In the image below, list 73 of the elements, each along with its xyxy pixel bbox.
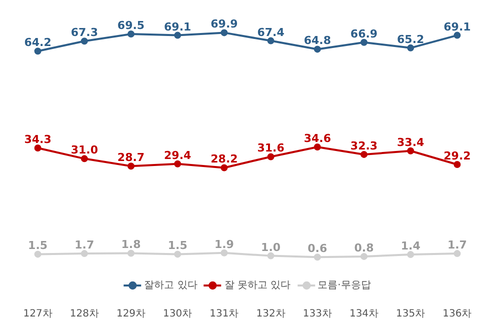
data-label: 0.8 bbox=[354, 241, 374, 254]
data-label: 31.0 bbox=[70, 144, 98, 157]
data-label: 67.4 bbox=[257, 26, 285, 39]
data-label: 1.5 bbox=[28, 239, 48, 252]
x-tick-label: 130차 bbox=[163, 308, 192, 320]
point bbox=[267, 153, 274, 160]
legend-label: 모름·무응답 bbox=[318, 279, 371, 292]
data-label: 64.2 bbox=[24, 36, 52, 50]
point bbox=[34, 48, 42, 55]
data-label: 34.6 bbox=[304, 132, 332, 146]
data-label: 67.3 bbox=[70, 26, 98, 40]
point bbox=[314, 144, 321, 150]
point bbox=[454, 161, 461, 168]
data-label: 69.5 bbox=[117, 18, 145, 32]
point bbox=[220, 164, 228, 172]
x-tick-label: 131차 bbox=[210, 308, 239, 320]
data-label: 64.8 bbox=[304, 34, 331, 48]
data-label: 1.4 bbox=[400, 240, 421, 253]
data-label: 69.1 bbox=[164, 20, 192, 34]
point bbox=[314, 46, 321, 53]
data-label: 29.2 bbox=[444, 149, 471, 162]
data-label: 69.9 bbox=[210, 18, 238, 31]
data-label: 1.9 bbox=[214, 238, 234, 251]
data-label: 65.2 bbox=[397, 32, 424, 46]
x-tick-label: 129차 bbox=[116, 308, 146, 320]
point bbox=[360, 252, 368, 260]
point bbox=[454, 250, 461, 258]
legend-label: 잘 못하고 있다 bbox=[224, 279, 291, 292]
point bbox=[80, 250, 88, 258]
point bbox=[407, 44, 414, 52]
point bbox=[80, 155, 88, 162]
data-label: 1.7 bbox=[74, 238, 94, 252]
data-label: 1.7 bbox=[447, 238, 467, 252]
point bbox=[128, 162, 134, 170]
data-label: 34.3 bbox=[24, 132, 52, 146]
point bbox=[174, 32, 182, 39]
point bbox=[267, 37, 274, 44]
x-tick-label: 136차 bbox=[442, 308, 472, 320]
point bbox=[220, 29, 228, 36]
x-tick-label: 134차 bbox=[349, 308, 379, 320]
point bbox=[128, 30, 134, 38]
point bbox=[34, 250, 42, 258]
data-label: 31.6 bbox=[257, 142, 285, 155]
x-tick-label: 133차 bbox=[302, 308, 332, 320]
point bbox=[454, 32, 461, 39]
point bbox=[220, 249, 228, 256]
data-label: 1.5 bbox=[168, 239, 188, 252]
data-label: 69.1 bbox=[444, 20, 471, 34]
x-tick-label: 135차 bbox=[396, 308, 426, 320]
data-label: 1.8 bbox=[121, 238, 141, 252]
data-label: 33.4 bbox=[397, 136, 425, 149]
point bbox=[407, 147, 414, 154]
point bbox=[174, 160, 182, 168]
point bbox=[360, 150, 368, 158]
x-tick-label: 132차 bbox=[256, 308, 286, 320]
x-tick-label: 127차 bbox=[23, 308, 52, 320]
point bbox=[267, 252, 274, 260]
data-label: 32.3 bbox=[350, 139, 378, 152]
data-label: 1.0 bbox=[261, 240, 281, 254]
data-label: 66.9 bbox=[350, 27, 378, 40]
data-label: 29.4 bbox=[164, 148, 192, 162]
point bbox=[314, 254, 321, 261]
point bbox=[80, 38, 88, 45]
point bbox=[128, 250, 134, 257]
point bbox=[407, 251, 414, 258]
data-label: 0.6 bbox=[308, 242, 328, 256]
x-tick-label: 128차 bbox=[70, 308, 99, 320]
point bbox=[174, 250, 182, 258]
point bbox=[34, 144, 42, 152]
legend-label: 잘하고 있다 bbox=[144, 279, 198, 292]
point bbox=[360, 38, 368, 46]
data-label: 28.7 bbox=[117, 151, 145, 164]
data-label: 28.2 bbox=[210, 152, 238, 166]
